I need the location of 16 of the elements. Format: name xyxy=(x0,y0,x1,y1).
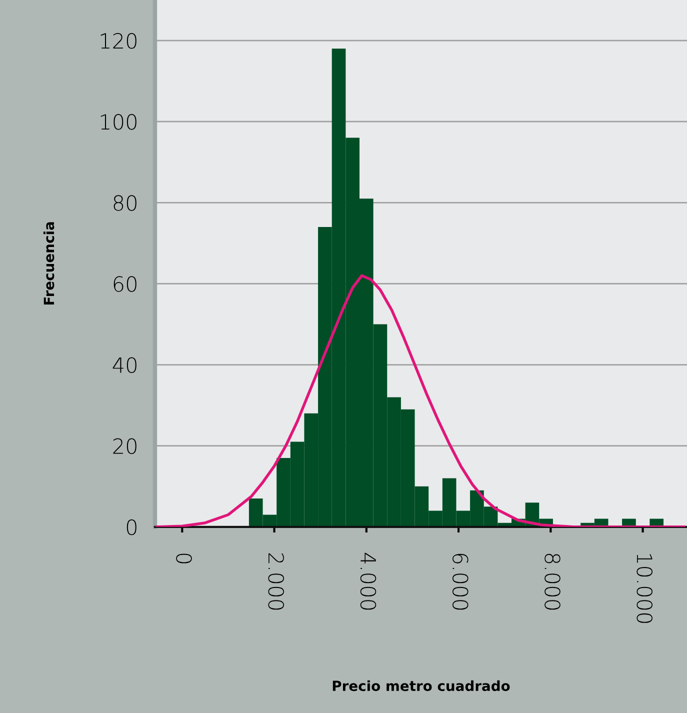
y-tick-label: 0 xyxy=(126,519,136,536)
y-tick-label: 80 xyxy=(114,195,136,211)
x-tick-label: 0 xyxy=(176,554,192,564)
y-axis-title: Frecuencia xyxy=(43,222,54,305)
y-tick-label: 20 xyxy=(113,438,136,454)
y-tick-label: 100 xyxy=(100,114,136,130)
x-axis-title: Precio metro cuadrado xyxy=(332,680,510,692)
x-tick-label: 2.000 xyxy=(268,553,284,610)
x-tick-label: 6.000 xyxy=(452,554,468,610)
y-tick-label: 60 xyxy=(114,276,136,292)
x-tick-label: 10.000 xyxy=(636,554,652,623)
y-tick-label: 40 xyxy=(112,357,136,374)
x-tick-label: 8.000 xyxy=(544,554,560,610)
x-tick-label: 4.000 xyxy=(360,552,376,610)
line-series xyxy=(155,274,686,527)
y-tick-label: 120 xyxy=(100,32,136,49)
